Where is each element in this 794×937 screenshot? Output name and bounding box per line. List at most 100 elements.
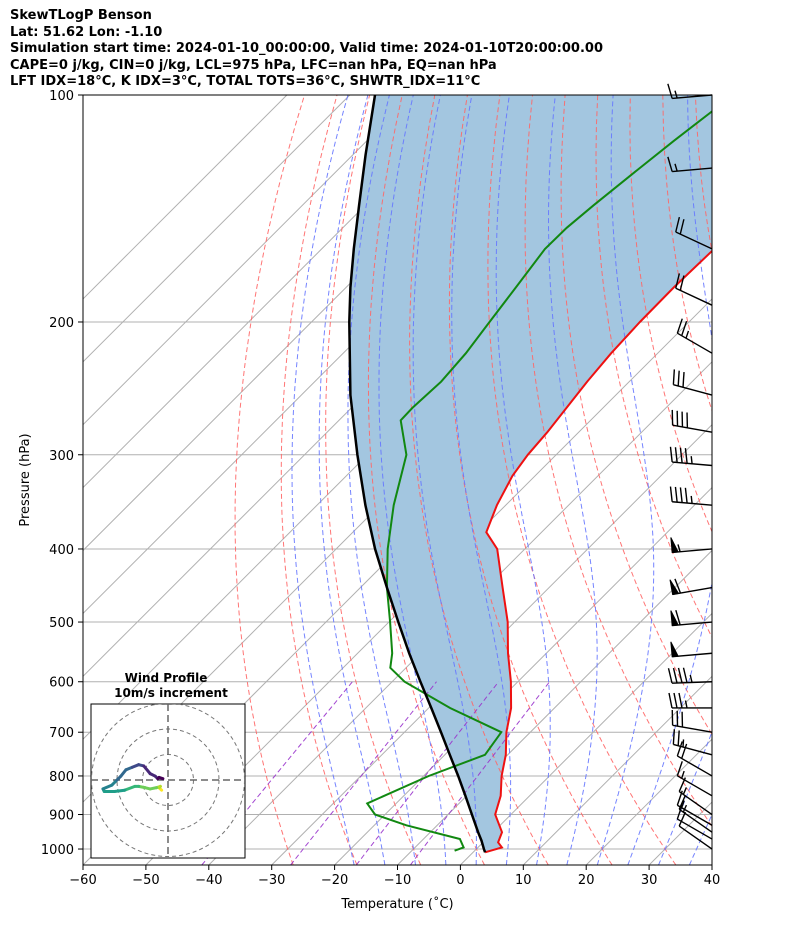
moist-adiabat-line: [596, 95, 655, 865]
barb-half: [685, 330, 690, 339]
barb-shaft: [672, 621, 713, 627]
wind-barb: [672, 729, 713, 756]
barb-flag: [670, 641, 679, 658]
barb-full: [678, 777, 687, 792]
wind-barb: [671, 409, 713, 433]
barb-full: [679, 487, 683, 503]
hodograph-subtitle: 10m/s increment: [114, 686, 228, 700]
hodograph-segment: [142, 764, 152, 776]
barb-half: [677, 544, 681, 552]
dry-adiabat-line: [595, 95, 712, 639]
y-tick-label: 100: [49, 89, 74, 104]
temperature-line: [484, 249, 712, 854]
profile-lines: [348, 95, 712, 854]
barb-full: [667, 668, 673, 684]
barb-shaft: [672, 724, 713, 733]
y-tick-label: 800: [49, 770, 74, 785]
dry-adiabat-line: [761, 95, 794, 865]
barb-half: [682, 804, 688, 813]
barb-full: [677, 730, 680, 746]
wind-barb: [675, 273, 713, 306]
barb-shaft: [677, 804, 713, 826]
moist-adiabat-line: [318, 95, 386, 865]
barb-full: [675, 216, 681, 233]
wind-barb: [676, 741, 713, 777]
x-tick-label: 0: [456, 873, 464, 888]
hodograph-title: Wind Profile: [125, 671, 208, 685]
barb-half: [674, 90, 678, 99]
wind-barb: [678, 811, 713, 850]
isotherm-line: [83, 95, 288, 300]
barb-full: [678, 811, 687, 827]
indices-text: LFT IDX=18°C, K IDX=3°C, TOTAL TOTS=36°C…: [10, 74, 481, 89]
barb-full: [684, 487, 688, 504]
barb-full: [679, 219, 685, 235]
dry-adiabat-line: [367, 95, 485, 865]
dry-adiabat-line: [234, 95, 305, 865]
barb-full: [674, 578, 682, 594]
dry-adiabat-line: [409, 95, 549, 865]
hodograph-segment: [123, 784, 137, 792]
wind-barb: [667, 156, 713, 173]
x-tick-label: −20: [321, 873, 348, 888]
barb-half: [682, 787, 688, 795]
wind-barb: [668, 692, 712, 709]
dry-adiabat-line: [728, 95, 794, 865]
barb-shaft: [675, 287, 713, 306]
barb-full: [669, 486, 673, 502]
barb-shaft: [677, 332, 713, 354]
barb-half: [684, 700, 688, 709]
dewpoint-line: [365, 110, 712, 852]
dry-adiabat-line: [524, 95, 712, 828]
barb-full: [678, 794, 687, 810]
hodograph-segment: [157, 775, 165, 781]
hodograph-segment: [112, 788, 127, 793]
parcel-line: [348, 95, 487, 853]
barb-shaft: [672, 652, 713, 658]
y-tick-label: 1000: [41, 843, 74, 858]
x-tick-label: −50: [132, 873, 159, 888]
barb-shaft: [677, 775, 713, 797]
wind-barb: [670, 609, 713, 627]
moist-adiabat-line: [347, 95, 416, 865]
barb-shaft: [678, 825, 713, 850]
location-text: Lat: 51.62 Lon: -1.10: [10, 24, 163, 40]
barb-full: [676, 761, 683, 777]
moist-adiabat-line: [627, 95, 712, 865]
x-tick-label: 10: [515, 873, 532, 888]
barb-shaft: [672, 586, 713, 596]
isotherm-line: [208, 361, 712, 865]
hodograph-plot: [91, 704, 245, 858]
y-axis-label: Pressure (hPa): [18, 433, 33, 526]
barb-half: [689, 674, 693, 683]
mixing-ratio-line: [290, 681, 437, 865]
barb-full: [682, 371, 685, 388]
wind-barb: [676, 761, 713, 797]
isotherm-line: [83, 95, 414, 426]
mixing-ratio-line: [355, 681, 499, 865]
barb-shaft: [677, 818, 713, 840]
wind-barb: [669, 578, 713, 596]
barb-full: [684, 448, 688, 464]
y-tick-label: 900: [49, 809, 74, 824]
isotherm-line: [397, 549, 712, 865]
moist-adiabat-line: [291, 95, 355, 865]
barb-full: [679, 447, 683, 463]
wind-barb: [676, 318, 713, 354]
x-tick-label: 20: [578, 873, 595, 888]
x-tick-label: −10: [384, 873, 411, 888]
barb-shaft: [672, 424, 713, 433]
dry-adiabat-line: [448, 95, 613, 865]
x-axis-label: Temperature (˚C): [340, 896, 453, 912]
barb-full: [675, 273, 681, 289]
isotherm-line: [522, 675, 712, 865]
barb-full: [676, 741, 683, 757]
barb-full: [681, 743, 688, 759]
barb-full: [679, 275, 685, 291]
time-text: Simulation start time: 2024-01-10_00:00:…: [10, 41, 603, 56]
barb-full: [678, 692, 683, 709]
barb-full: [677, 667, 683, 683]
hodograph-segment: [101, 783, 114, 791]
barb-full: [673, 692, 678, 709]
